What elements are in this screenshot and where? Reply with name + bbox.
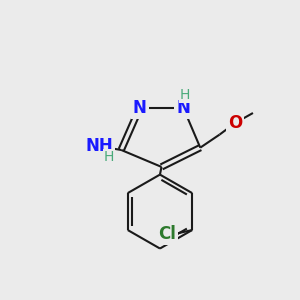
Text: N: N [176, 99, 190, 117]
Text: O: O [228, 114, 242, 132]
Text: H: H [103, 150, 114, 164]
Text: NH: NH [85, 137, 113, 155]
Text: Cl: Cl [158, 225, 176, 243]
Text: N: N [133, 99, 147, 117]
Text: H: H [180, 88, 190, 102]
